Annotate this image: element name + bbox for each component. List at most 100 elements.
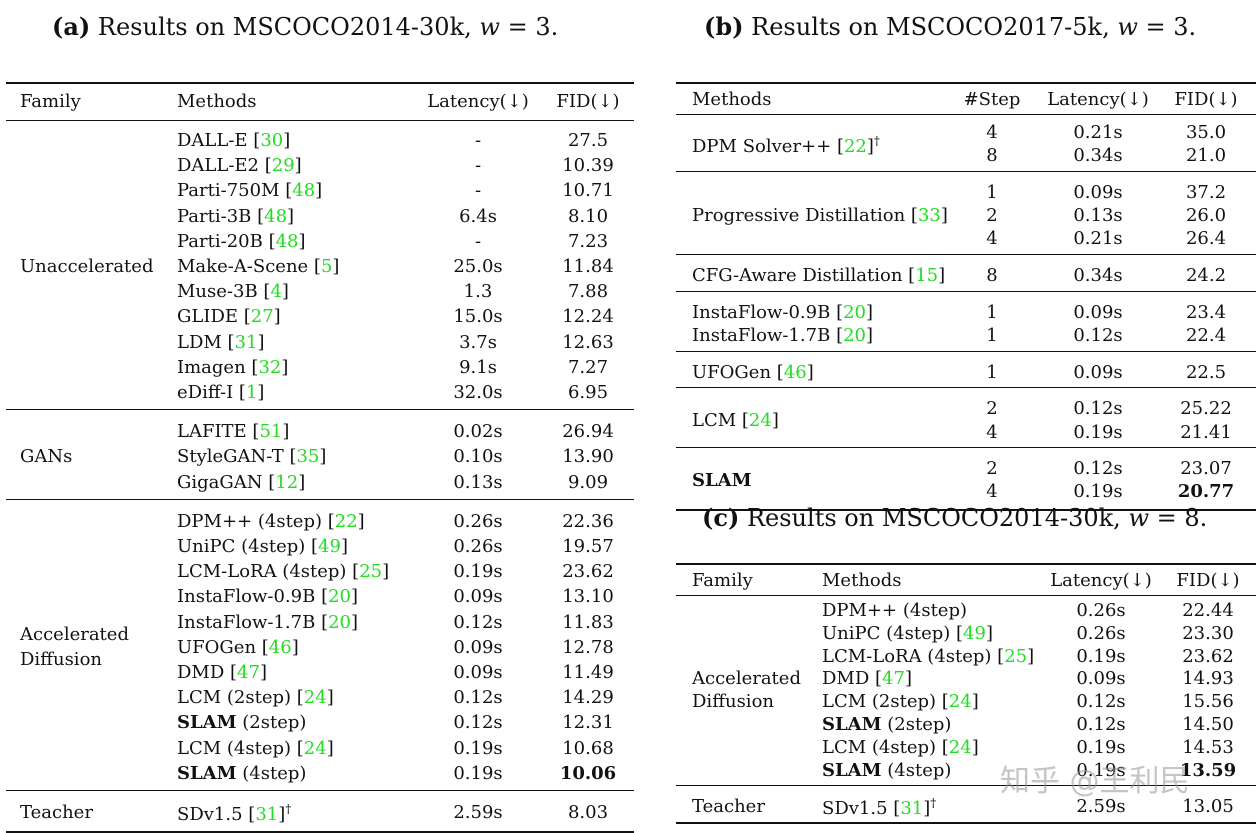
caption-b: (b) Results on MSCOCO2017-5k, w = 3. [704,12,1196,41]
table-rule [676,447,1256,449]
citation: [47] [869,668,912,690]
table-rule [676,82,1256,84]
table-row: 8 0.34s 21.0 [676,145,1256,168]
method-cell: LCM (2step) [24] [177,687,334,708]
latency-cell: 0.12s [1073,398,1123,420]
citation: [31] [887,797,931,819]
latency-cell: 0.02s [453,421,503,443]
header-fid: FID(↓) [556,91,620,112]
header-methods: Methods [177,91,257,112]
method-name-rest: (4step) [236,762,307,784]
method-name: InstaFlow-1.7B [692,324,831,346]
citation-number: 24 [748,409,772,431]
citation: [1] [233,382,265,403]
family-cell: Unaccelerated [20,256,154,277]
method-cell: UFOGen [46] [692,362,814,383]
family-cell: GANs [20,446,73,468]
table-row: GigaGAN [12] 0.13s 9.09 [6,472,634,497]
fid-cell: 10.39 [562,155,614,177]
citation: [24] [291,737,334,759]
fid-cell: 23.30 [1182,622,1234,644]
method-cell: GLIDE [27] [177,306,281,327]
latency-cell: 3.7s [459,331,497,353]
fid-cell: 7.88 [567,281,609,303]
table-rule [6,409,634,411]
citation: [22] [322,510,365,532]
citation-number: 48 [275,230,299,252]
header-latency: Latency(↓) [1047,89,1149,110]
table-row: InstaFlow-0.9B [20] 0.09s 13.10 [6,586,634,611]
family-cell: Accelerated [692,668,801,690]
table-row: 2 0.12s 23.07 [676,458,1256,481]
step-cell: 1 [986,301,998,323]
citation: [27] [238,306,281,328]
step-cell: 4 [986,122,998,143]
method-name: LCM-LoRA (4step) [822,645,992,667]
fid-cell: 12.31 [562,712,614,734]
latency-cell: - [474,130,482,151]
watermark: 知乎 @王利民 [1000,764,1190,799]
table-row: 1 0.09s 22.5 [676,362,1256,385]
table-row: 4 0.19s 21.41 [676,422,1256,445]
fid-cell: 22.44 [1182,600,1234,621]
method-name-rest: (4step) [881,759,952,781]
fid-cell: 23.62 [562,561,614,583]
fid-cell: 14.53 [1182,736,1234,758]
citation: [51] [246,421,290,443]
citation-number: 12 [275,471,299,493]
table-row: DALL-E2 [29] - 10.39 [6,155,634,180]
table-row: DPM++ (4step) 0.26s 22.44 [676,600,1256,623]
latency-cell: 0.13s [1073,205,1123,227]
table-row: 2 0.12s 25.22 [676,398,1256,421]
latency-cell: - [474,230,482,252]
table-row: 1 0.09s 37.2 [676,182,1256,205]
fid-cell: 13.59 [1179,759,1237,781]
latency-cell: 0.26s [453,510,503,532]
fid-cell: 10.06 [559,762,617,784]
citation-number: 32 [258,356,282,378]
latency-cell: - [474,155,482,177]
citation: [4] [257,281,289,303]
table-row: UFOGen [46] 0.09s 12.78 [6,637,634,662]
citation: [24] [936,736,979,758]
method-cell: Parti-20B [48] [177,231,306,252]
method-name: StyleGAN-T [177,446,284,468]
family-cell: Accelerated [20,624,129,646]
latency-cell: 0.19s [453,737,503,759]
citation: [20] [830,301,874,323]
fid-cell: 23.07 [1180,458,1232,480]
step-cell: 4 [986,421,998,443]
step-cell: 2 [986,458,998,480]
latency-cell: 0.12s [1073,458,1123,480]
latency-cell: 0.26s [1076,600,1126,621]
fid-cell: 26.4 [1185,228,1227,250]
method-name: Imagen [177,356,246,378]
citation: [48] [279,180,323,202]
caption-b-text: Results on MSCOCO2017-5k, [751,13,1110,41]
citation-number: 4 [270,281,282,303]
table-rule [676,784,1256,786]
method-name: UFOGen [177,636,257,658]
latency-cell: 0.21s [1073,228,1123,250]
table-row: 4 0.19s 20.77 [676,481,1256,504]
table-row: Parti-750M [48] - 10.71 [6,180,634,205]
citation-number: 30 [260,130,284,151]
fid-cell: 14.93 [1182,668,1234,690]
citation-number: 25 [359,561,383,583]
method-cell: InstaFlow-0.9B [20] [692,302,873,323]
latency-cell: 0.19s [1076,645,1126,667]
citation: [25] [991,645,1035,667]
family-cell-line2: Diffusion [20,649,102,671]
latency-cell: 0.26s [453,536,503,557]
table-rule [676,387,1256,389]
method-cell: UniPC (4step) [49] [822,623,993,644]
latency-cell: 0.19s [1076,736,1126,758]
latency-cell: 0.09s [1073,181,1123,203]
method-name: LCM (2step) [177,687,292,709]
method-name: LCM (2step) [822,691,937,713]
citation-number: 48 [292,180,316,202]
table-a: Family Methods Latency(↓) FID(↓) DALL-E [30]… [6,82,634,833]
fid-cell: 23.4 [1185,301,1227,323]
fid-cell: 12.24 [562,306,614,328]
table-rule [6,498,634,500]
